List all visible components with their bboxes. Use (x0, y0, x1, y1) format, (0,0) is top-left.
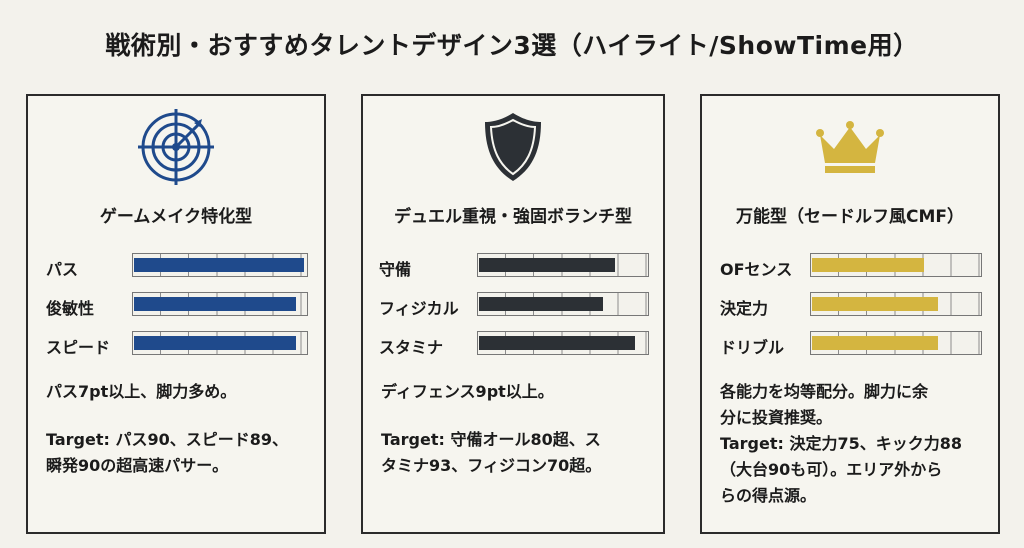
stat-label: フィジカル (379, 299, 459, 318)
stat-bar (132, 292, 308, 316)
desc-line: 各能力を均等配分。脚力に余 (720, 382, 929, 401)
desc-line: Target: 守備オール80超、ス (381, 430, 601, 449)
stat-label: スタミナ (379, 338, 444, 357)
stat-bar-fill (479, 336, 636, 350)
desc-line: タミナ93、フィジコン70超。 (381, 456, 602, 475)
stat-bar-fill (812, 297, 938, 311)
stat-bar-fill (812, 258, 924, 272)
stat-bar (132, 331, 308, 355)
stat-bar-fill (134, 336, 296, 350)
stat-label: 決定力 (720, 299, 769, 318)
stat-row-finishing: 決定力 (702, 289, 998, 321)
card-title: デュエル重視・強固ボランチ型 (394, 207, 632, 227)
stat-row-speed: スピード (28, 328, 324, 360)
card-title: ゲームメイク特化型 (99, 207, 253, 227)
stat-label: 守備 (379, 260, 412, 279)
stat-bar-fill (134, 297, 296, 311)
page-title: 戦術別・おすすめタレントデザイン3選（ハイライト/ShowTime用） (105, 31, 919, 60)
stat-row-stamina: スタミナ (363, 328, 663, 360)
stat-label: スピード (46, 338, 111, 357)
talent-card-allround: 万能型（セードルフ風CMF） OFセンス 決定力 ドリブル 各能力を均等配分。脚… (700, 94, 1000, 534)
stat-row-of-sense: OFセンス (702, 250, 998, 282)
stat-bar (810, 253, 982, 277)
stat-row-pass: パス (28, 250, 324, 282)
stat-row-physical: フィジカル (363, 289, 663, 321)
shield-icon (363, 112, 663, 182)
talent-card-duel: デュエル重視・強固ボランチ型 守備 フィジカル スタミナ ディフェンス9pt以上… (361, 94, 665, 534)
talent-card-gamemake: ゲームメイク特化型 パス 俊敏性 スピード パス7pt以上、脚力多め。 Targ… (26, 94, 326, 534)
stat-label: ドリブル (720, 338, 785, 357)
stat-row-agility: 俊敏性 (28, 289, 324, 321)
stat-bar-fill (812, 336, 938, 350)
desc-line: 瞬発90の超高速パサー。 (46, 456, 229, 475)
stat-bar-fill (479, 297, 603, 311)
desc-line: （大台90も可）。エリア外から (720, 460, 943, 479)
desc-line: Target: パス90、スピード89、 (46, 430, 288, 449)
card-title: 万能型（セードルフ風CMF） (735, 207, 964, 227)
desc-line: 分に投資推奨。 (720, 408, 833, 427)
desc-line: Target: 決定力75、キック力88 (720, 434, 962, 453)
desc-line: ディフェンス9pt以上。 (381, 382, 554, 401)
stat-label: OFセンス (720, 260, 793, 279)
stat-row-defense: 守備 (363, 250, 663, 282)
stat-bar (477, 331, 649, 355)
stat-label: パス (46, 260, 79, 279)
stat-bar (477, 253, 649, 277)
card-description: 各能力を均等配分。脚力に余 分に投資推奨。 Target: 決定力75、キック力… (720, 379, 988, 509)
card-description: パス7pt以上、脚力多め。 Target: パス90、スピード89、 瞬発90の… (46, 379, 314, 479)
stat-bar (477, 292, 649, 316)
card-description: ディフェンス9pt以上。 Target: 守備オール80超、ス タミナ93、フィ… (381, 379, 653, 479)
stat-row-dribble: ドリブル (702, 328, 998, 360)
target-icon (28, 109, 324, 185)
crown-icon (702, 112, 998, 182)
stat-bar-fill (479, 258, 615, 272)
stat-bar-fill (134, 258, 305, 272)
stat-bar (132, 253, 308, 277)
desc-line: パス7pt以上、脚力多め。 (46, 382, 237, 401)
stat-label: 俊敏性 (46, 299, 95, 318)
stat-bar (810, 331, 982, 355)
stat-bar (810, 292, 982, 316)
desc-line: らの得点源。 (720, 486, 817, 505)
